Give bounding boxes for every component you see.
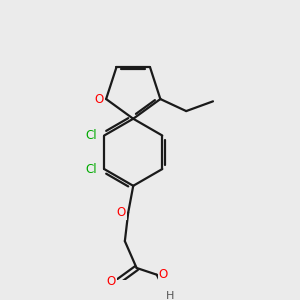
Text: Cl: Cl <box>85 129 97 142</box>
Text: Cl: Cl <box>85 163 97 176</box>
Text: H: H <box>166 292 174 300</box>
Text: O: O <box>117 206 126 219</box>
Text: O: O <box>107 275 116 288</box>
Text: O: O <box>159 268 168 281</box>
Text: O: O <box>94 92 104 106</box>
